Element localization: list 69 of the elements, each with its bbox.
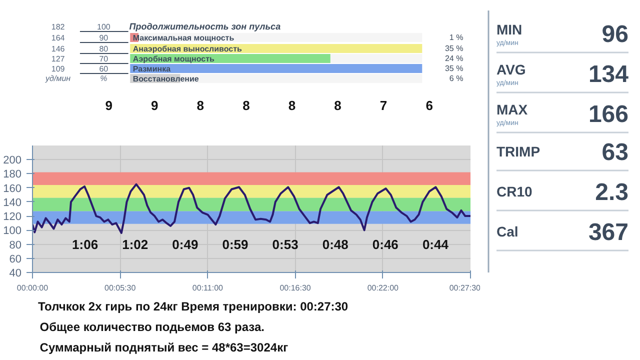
annotation: 0:46 [372, 237, 398, 252]
text: 70 [99, 54, 109, 64]
text: 8 [196, 98, 204, 113]
text: 80 [99, 44, 109, 54]
y-tick-label: 40 [9, 268, 22, 280]
y-tick-label: Анаэробная выносливость [132, 44, 242, 54]
data-label: 35 % [444, 64, 464, 73]
text: Суммарный поднятый вес = 48*63=3024кг [40, 340, 288, 354]
y-tick-label: Разминка [132, 64, 172, 74]
text: 164 [51, 34, 66, 42]
data-label: 6 % [449, 74, 464, 83]
y-tick-label: Восстановление [132, 74, 200, 84]
data-label: 367 [588, 219, 629, 246]
annotation: 0:48 [322, 237, 348, 252]
y-tick-label: 100 [3, 225, 22, 238]
text: 7 [380, 98, 388, 113]
category-label: MIN [496, 22, 522, 38]
y-tick-label: Аэробная мощность [132, 54, 214, 64]
y-tick-label: 160 [3, 182, 22, 195]
data-label: 2.3 [595, 179, 629, 206]
text: 8 [288, 98, 296, 113]
x-tick-label: 00:16:30 [280, 284, 312, 292]
text: Толчкок 2х гирь по 24кг Время тренировки: 00:27:30 [38, 300, 348, 314]
category-label: MAX [496, 102, 528, 118]
text: уд/мин [44, 74, 72, 83]
text: % [100, 74, 108, 83]
text: 146 [51, 44, 66, 54]
text: 8 [242, 98, 250, 113]
chart-title: Продолжительность зон пульса [129, 22, 281, 32]
x-tick-label: 00:27:30 [449, 284, 482, 292]
text: 90 [99, 34, 109, 42]
line-series [32, 183, 470, 234]
annotation: 0:59 [222, 237, 248, 252]
data-label: 134 [588, 61, 630, 88]
x-tick-label: 00:00:00 [16, 284, 49, 292]
y-tick-label: 180 [3, 168, 22, 181]
y-tick-label: 80 [9, 239, 22, 252]
data-label: 63 [602, 139, 629, 166]
y-tick-label: 120 [3, 211, 22, 224]
text: Общее количество подьемов 63 раза. [40, 320, 264, 334]
category-label: TRIMP [496, 144, 540, 160]
category-label: Cal [496, 224, 518, 240]
y-tick-label: 140 [3, 196, 22, 209]
x-tick-label: 00:05:30 [104, 284, 136, 292]
text: 8 [334, 98, 342, 113]
data-label: 96 [602, 21, 629, 48]
text: 9 [105, 98, 112, 113]
data-label: 35 % [444, 44, 464, 53]
text: 127 [51, 54, 66, 64]
annotation: 0:53 [272, 237, 298, 252]
text: 9 [151, 98, 158, 113]
annotation: 1:02 [122, 237, 148, 252]
text: 6 [426, 98, 433, 113]
y-tick-label: 60 [9, 253, 22, 266]
category-label: AVG [496, 62, 526, 78]
annotation: 1:06 [72, 237, 98, 252]
category-label: CR10 [496, 184, 533, 200]
annotation: 0:44 [422, 237, 450, 252]
data-label: 24 % [444, 54, 464, 63]
y-tick-label: 200 [3, 154, 22, 167]
data-label: 166 [588, 101, 629, 128]
x-tick-label: 00:22:00 [367, 284, 400, 292]
text: 60 [99, 64, 109, 74]
text: 109 [51, 64, 66, 74]
data-label: 1 % [449, 33, 464, 42]
text: 182 [51, 22, 66, 32]
x-tick-label: 00:11:00 [192, 284, 224, 292]
annotation: 0:49 [172, 237, 198, 252]
text: 100 [97, 22, 111, 32]
